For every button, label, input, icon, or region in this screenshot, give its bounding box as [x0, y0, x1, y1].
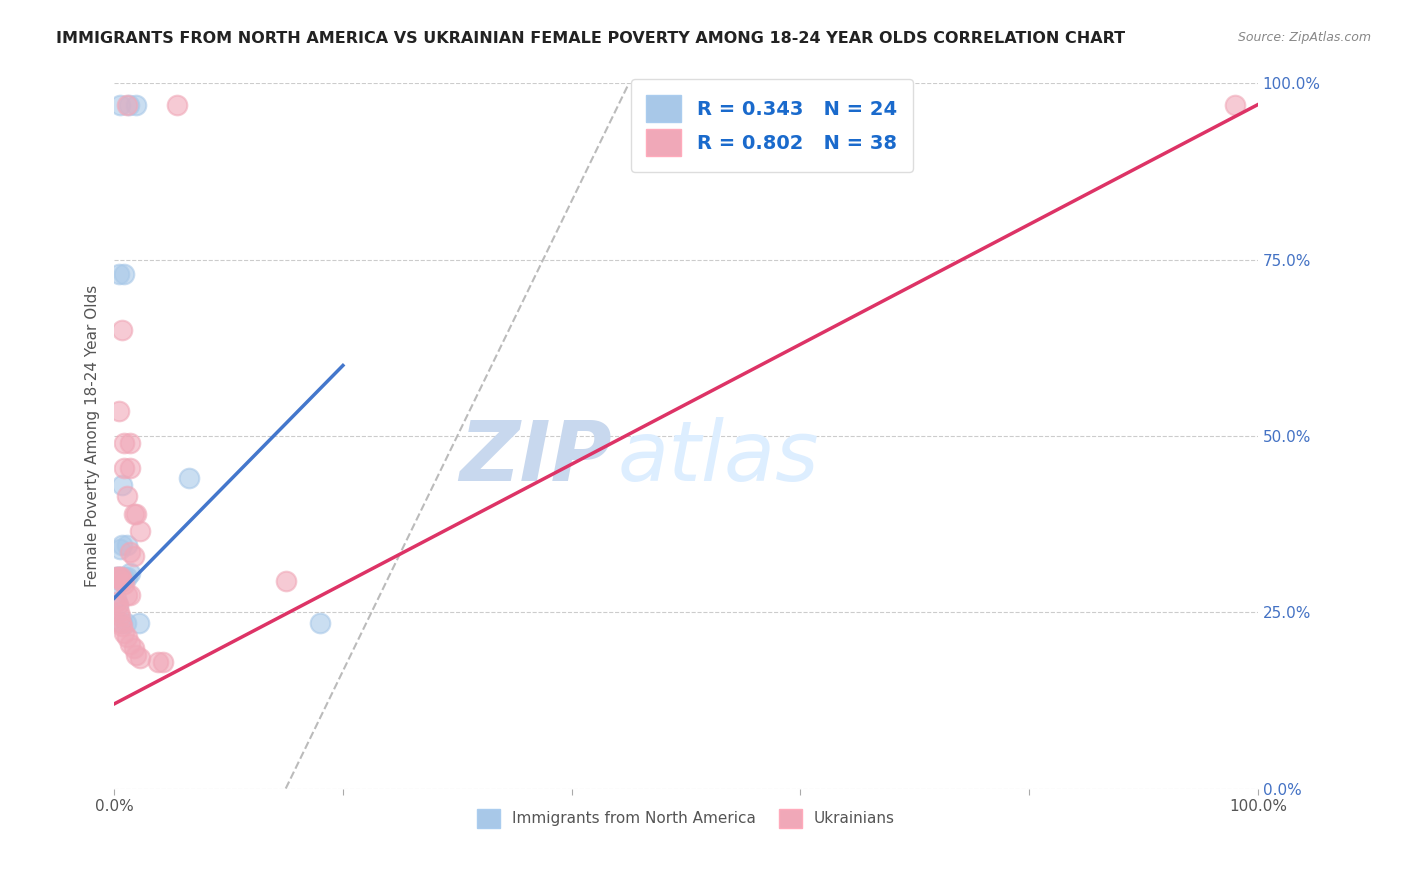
Point	[107, 598, 129, 612]
Text: atlas: atlas	[617, 417, 820, 498]
Point	[107, 267, 129, 281]
Point	[110, 570, 132, 584]
Point	[108, 97, 131, 112]
Text: Source: ZipAtlas.com: Source: ZipAtlas.com	[1237, 31, 1371, 45]
Point	[107, 605, 129, 619]
Point	[309, 615, 332, 630]
Point	[115, 489, 138, 503]
Point	[128, 615, 150, 630]
Point	[122, 507, 145, 521]
Point	[105, 570, 128, 584]
Point	[115, 97, 138, 112]
Point	[177, 471, 200, 485]
Point	[107, 570, 129, 584]
Text: IMMIGRANTS FROM NORTH AMERICA VS UKRAINIAN FEMALE POVERTY AMONG 18-24 YEAR OLDS : IMMIGRANTS FROM NORTH AMERICA VS UKRAINI…	[56, 31, 1125, 46]
Point	[125, 97, 148, 112]
Point	[122, 549, 145, 563]
Point	[114, 570, 136, 584]
Point	[114, 436, 136, 450]
Point	[111, 574, 134, 588]
Point	[1223, 97, 1246, 112]
Point	[105, 595, 128, 609]
Point	[114, 626, 136, 640]
Point	[105, 570, 128, 584]
Point	[120, 460, 142, 475]
Point	[120, 545, 142, 559]
Point	[115, 630, 138, 644]
Point	[114, 577, 136, 591]
Point	[125, 507, 148, 521]
Legend: Immigrants from North America, Ukrainians: Immigrants from North America, Ukrainian…	[471, 803, 901, 834]
Point	[115, 588, 138, 602]
Point	[108, 570, 131, 584]
Point	[108, 608, 131, 623]
Point	[114, 460, 136, 475]
Point	[125, 648, 148, 662]
Point	[166, 97, 188, 112]
Point	[120, 566, 142, 581]
Y-axis label: Female Poverty Among 18-24 Year Olds: Female Poverty Among 18-24 Year Olds	[86, 285, 100, 587]
Point	[120, 588, 142, 602]
Text: ZIP: ZIP	[458, 417, 612, 498]
Point	[129, 524, 152, 538]
Point	[107, 570, 129, 584]
Point	[110, 570, 132, 584]
Point	[120, 637, 142, 651]
Point	[152, 655, 174, 669]
Point	[105, 591, 128, 606]
Point	[111, 538, 134, 552]
Point	[110, 615, 132, 630]
Point	[108, 541, 131, 556]
Point	[129, 651, 152, 665]
Point	[274, 574, 297, 588]
Point	[111, 574, 134, 588]
Point	[111, 478, 134, 492]
Point	[115, 570, 138, 584]
Point	[122, 640, 145, 655]
Point	[111, 619, 134, 633]
Point	[107, 570, 129, 584]
Point	[111, 615, 134, 630]
Point	[146, 655, 169, 669]
Point	[111, 323, 134, 337]
Point	[107, 598, 129, 612]
Point	[118, 97, 141, 112]
Point	[107, 404, 129, 418]
Point	[115, 538, 138, 552]
Point	[114, 615, 136, 630]
Point	[120, 436, 142, 450]
Point	[114, 267, 136, 281]
